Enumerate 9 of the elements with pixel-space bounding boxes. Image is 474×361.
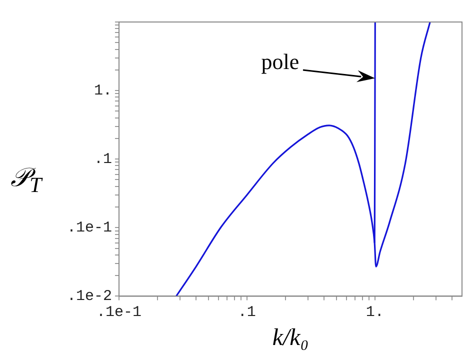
y-tick-label: .1e-2 bbox=[66, 288, 112, 306]
y-tick-label: .1 bbox=[94, 151, 112, 168]
x-tick-label: .1 bbox=[238, 304, 256, 322]
y-tick-label: .1e-1 bbox=[66, 220, 112, 237]
y-axis-title: 𝒫$_{T}$ bbox=[9, 162, 44, 198]
annotation: pole bbox=[261, 48, 300, 74]
y-tick-label: 1. bbox=[94, 82, 112, 100]
x-axis-title: k/k₀ bbox=[272, 324, 309, 351]
x-tick-label: 1. bbox=[366, 304, 384, 322]
